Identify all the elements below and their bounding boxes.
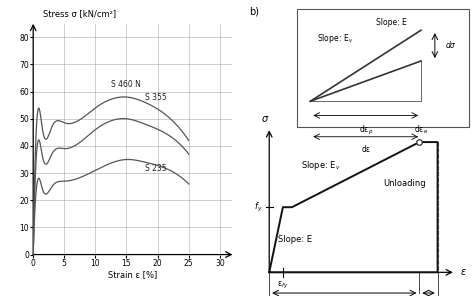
Text: S 235: S 235 (145, 164, 167, 173)
Text: S 460 N: S 460 N (111, 80, 141, 89)
Text: dε$_e$: dε$_e$ (414, 124, 428, 136)
Text: Unloading: Unloading (383, 179, 426, 188)
Text: f$_y$: f$_y$ (254, 201, 263, 214)
Text: S 355: S 355 (145, 94, 167, 102)
Text: ε$_{fy}$: ε$_{fy}$ (277, 280, 289, 291)
Text: Stress σ [kN/cm²]: Stress σ [kN/cm²] (43, 9, 116, 18)
Text: σ: σ (262, 114, 268, 124)
Text: dε: dε (361, 145, 370, 154)
Text: dε$_p$: dε$_p$ (359, 124, 373, 137)
Text: Slope: E: Slope: E (376, 18, 407, 27)
Text: Slope: E$_v$: Slope: E$_v$ (301, 159, 341, 172)
Text: dσ: dσ (445, 41, 455, 50)
Text: b): b) (249, 7, 259, 17)
Text: Slope: E: Slope: E (278, 235, 312, 244)
X-axis label: Strain ε [%]: Strain ε [%] (108, 271, 157, 279)
Text: Slope: E$_v$: Slope: E$_v$ (317, 32, 354, 45)
Bar (297, 9, 469, 127)
Text: ε: ε (460, 267, 465, 277)
